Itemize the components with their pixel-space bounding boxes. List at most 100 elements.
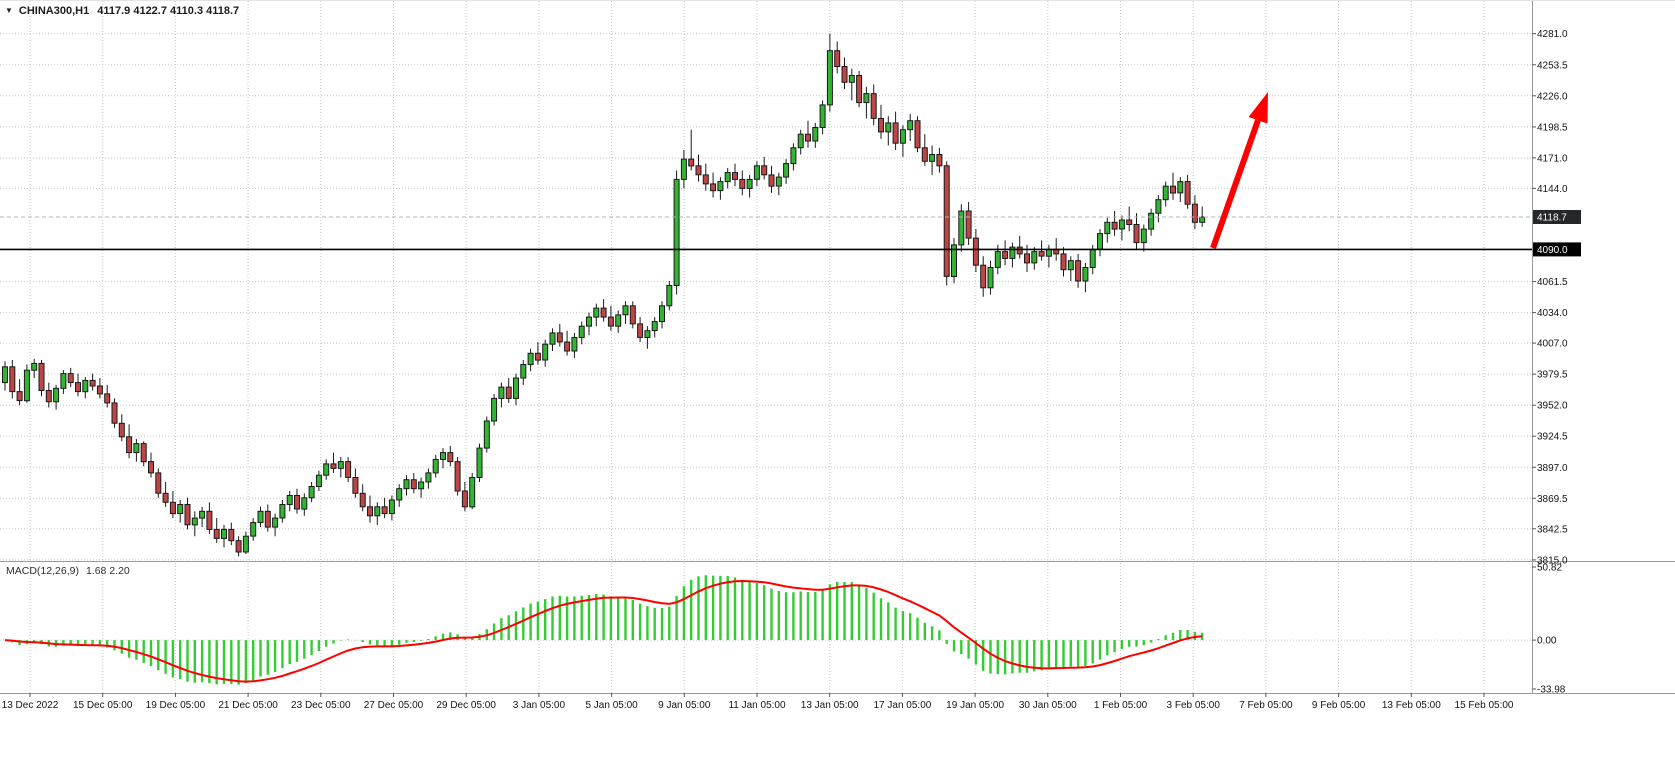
candle: [1133, 224, 1140, 244]
candle: [1038, 251, 1045, 257]
ohlc-values: 4117.9 4122.7 4110.3 4118.7: [97, 5, 240, 17]
candle: [221, 528, 227, 539]
candle: [199, 510, 206, 519]
candle: [921, 147, 928, 162]
candle: [637, 323, 644, 338]
candle: [498, 386, 505, 399]
candle: [520, 364, 527, 379]
candle: [564, 341, 571, 352]
candle: [323, 463, 330, 476]
candle: [943, 165, 950, 277]
candle: [1177, 181, 1184, 194]
time-tick-label: 13 Feb 05:00: [1382, 700, 1441, 711]
candle: [542, 343, 549, 361]
candle: [1184, 181, 1191, 205]
candle: [666, 285, 673, 307]
hline-price-label: 4090.0: [1533, 242, 1581, 257]
candle: [1140, 228, 1147, 244]
candle: [191, 517, 198, 526]
candle: [432, 458, 439, 474]
candle: [702, 174, 709, 185]
candle: [440, 452, 446, 460]
time-tick-label: 1 Feb 05:00: [1094, 700, 1148, 711]
candle: [491, 397, 498, 422]
candle: [680, 158, 687, 180]
symbol-dropdown-icon[interactable]: ▼: [5, 6, 13, 15]
candle: [126, 436, 133, 454]
price-tick-label: 3842.5: [1537, 524, 1568, 535]
candle: [819, 104, 826, 129]
svg-text:4118.7: 4118.7: [1537, 213, 1567, 224]
candle: [403, 479, 410, 490]
macd-tick-label: 0.00: [1537, 636, 1557, 647]
candle: [184, 504, 191, 526]
candle: [89, 379, 96, 387]
candle: [527, 352, 534, 366]
candle: [345, 461, 352, 478]
candle: [936, 154, 943, 167]
candle: [534, 352, 541, 361]
candle: [104, 393, 111, 404]
candle: [878, 117, 884, 133]
candle: [600, 307, 607, 318]
candle: [513, 377, 519, 399]
price-tick-label: 4144.0: [1537, 184, 1568, 195]
candle: [987, 267, 994, 289]
indicator-values: 1.68 2.20: [85, 565, 130, 577]
candle: [31, 362, 38, 371]
candle: [848, 75, 855, 83]
candle: [286, 495, 293, 505]
candle: [659, 305, 665, 323]
candle: [746, 178, 753, 189]
candle: [177, 504, 184, 514]
symbol-label: CHINA300,H1: [18, 5, 90, 17]
price-tick-label: 3979.5: [1537, 370, 1568, 381]
time-tick-label: 19 Dec 05:00: [146, 700, 206, 711]
time-tick-label: 27 Dec 05:00: [364, 700, 424, 711]
candle: [206, 510, 213, 530]
candle: [381, 506, 388, 515]
candle: [1060, 253, 1067, 271]
candle: [1126, 219, 1133, 225]
candle: [418, 481, 425, 490]
chart-grid: [0, 1, 1532, 693]
price-tick-label: 4061.5: [1537, 277, 1568, 288]
candle: [1199, 216, 1206, 223]
candle: [607, 316, 614, 327]
price-axis[interactable]: 4281.0 4253.5 4226.0 4198.5 4171.0 4144.0 4061…: [1532, 29, 1581, 696]
candle: [469, 477, 476, 508]
candle: [710, 183, 717, 192]
candle: [359, 492, 366, 508]
price-tick-label: 4171.0: [1537, 153, 1568, 164]
candle: [732, 172, 738, 180]
macd-signal-line: [4, 579, 1203, 683]
time-tick-label: 7 Feb 05:00: [1239, 700, 1293, 711]
candle: [980, 264, 987, 289]
candle: [724, 172, 731, 183]
time-tick-label: 15 Dec 05:00: [73, 700, 133, 711]
indicator-name: MACD(12,26,9): [6, 565, 79, 577]
candle: [775, 176, 782, 187]
candles-series: [2, 33, 1206, 557]
price-tick-label: 4253.5: [1537, 60, 1568, 71]
candle: [622, 305, 629, 316]
candle: [1170, 185, 1176, 194]
candle: [651, 321, 658, 332]
price-tick-label: 4007.0: [1537, 339, 1568, 350]
candle: [45, 390, 52, 403]
candle: [67, 373, 74, 384]
candle: [885, 122, 892, 133]
candle: [863, 93, 870, 104]
candle: [1097, 233, 1103, 250]
trend-arrow[interactable]: [1210, 92, 1268, 249]
candle: [1089, 248, 1096, 268]
time-axis[interactable]: 13 Dec 2022 15 Dec 05:00 19 Dec 05:00 21 De…: [2, 693, 1514, 711]
time-tick-label: 13 Dec 2022: [2, 700, 59, 711]
candle: [279, 504, 286, 519]
candle: [133, 443, 140, 454]
candle: [994, 251, 1001, 268]
candle: [75, 382, 81, 393]
candle: [783, 163, 790, 178]
